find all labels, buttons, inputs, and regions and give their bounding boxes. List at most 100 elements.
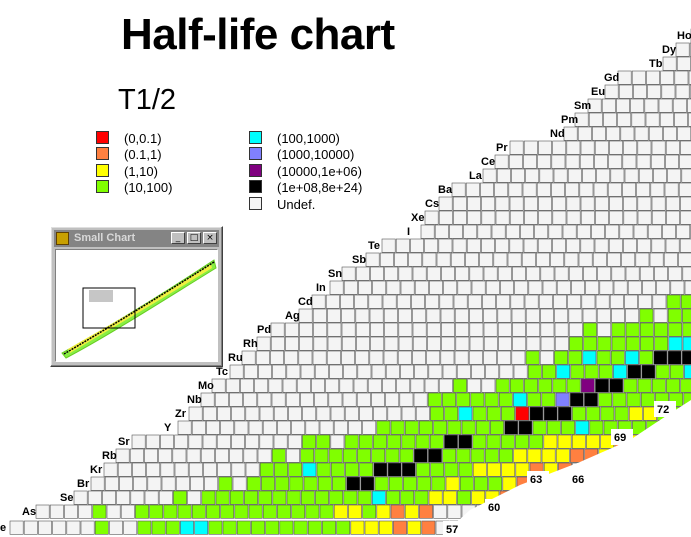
nuclide-cell <box>365 252 380 267</box>
overview-plot <box>61 259 217 359</box>
nuclide-cell <box>132 462 146 477</box>
nuclide-cell <box>412 350 426 365</box>
nuclide-cell <box>270 322 285 337</box>
nuclide-cell <box>628 406 643 421</box>
nuclide-cell <box>675 42 690 57</box>
element-label: In <box>316 282 326 294</box>
nuclide-cell <box>340 294 354 309</box>
nuclide-cell <box>357 364 372 379</box>
nuclide-cell <box>426 350 441 365</box>
nuclide-cell <box>652 294 667 309</box>
legend-swatch <box>96 131 109 144</box>
nuclide-cell <box>509 140 524 155</box>
nuclide-cell <box>481 210 496 225</box>
nuclide-cell <box>543 434 558 449</box>
nuclide-cell <box>583 322 597 337</box>
nuclide-cell <box>497 308 512 323</box>
nuclide-cell <box>204 476 219 491</box>
element-label: e <box>0 522 6 534</box>
nuclide-cell <box>158 490 173 505</box>
nuclide-cell <box>348 504 362 519</box>
nuclide-cell <box>364 520 379 535</box>
nuclide-cell <box>571 280 585 295</box>
nuclide-cell <box>579 182 594 197</box>
nuclide-cell <box>360 476 375 491</box>
nuclide-cell <box>524 210 538 225</box>
nuclide-cell <box>443 280 458 295</box>
nuclide-cell <box>371 448 386 463</box>
nuclide-cell <box>413 448 428 463</box>
nuclide-cell <box>477 224 492 239</box>
nuclide-cell <box>457 490 471 505</box>
nuclide-cell <box>484 448 499 463</box>
nuclide-cell <box>413 392 428 407</box>
nuclide-cell <box>424 378 439 393</box>
nuclide-cell <box>342 392 357 407</box>
element-label: Ag <box>285 310 300 322</box>
nuclide-cell <box>475 420 490 435</box>
nuclide-cell <box>637 378 652 393</box>
nuclide-cell <box>608 238 623 253</box>
nuclide-cell <box>567 168 582 183</box>
nuclide-cell <box>231 434 245 449</box>
nuclide-cell <box>482 168 497 183</box>
nuclide-cell <box>498 336 512 351</box>
nuclide-cell <box>356 392 371 407</box>
nuclide-cell <box>453 378 467 393</box>
nuclide-cell <box>426 308 441 323</box>
nuclide-cell <box>483 308 498 323</box>
nuclide-cell <box>526 322 541 337</box>
nuclide-cell <box>429 280 443 295</box>
nuclide-cell <box>661 84 676 99</box>
nuclide-cell <box>529 406 544 421</box>
nuclide-cell <box>243 392 258 407</box>
nuclide-cell <box>399 392 414 407</box>
nuclide-cell <box>441 266 455 281</box>
nuclide-cell <box>277 504 291 519</box>
nuclide-cell <box>539 168 554 183</box>
element-label: Sb <box>352 254 366 266</box>
nuclide-cell <box>633 84 647 99</box>
overview-stable-line <box>63 261 215 355</box>
nuclide-cell <box>368 294 383 309</box>
nuclide-cell <box>564 252 579 267</box>
nuclide-cell <box>341 308 356 323</box>
nuclide-cell <box>120 504 135 519</box>
nuclide-cell <box>341 336 356 351</box>
maximize-button[interactable]: □ <box>187 232 201 244</box>
nuclide-cell <box>428 448 442 463</box>
close-button[interactable]: × <box>203 232 217 244</box>
nuclide-cell <box>554 266 569 281</box>
nuclide-cell <box>665 238 680 253</box>
nuclide-cell <box>459 476 474 491</box>
nuclide-cell <box>236 520 251 535</box>
nuclide-cell <box>390 420 405 435</box>
element-label: Ho <box>677 30 691 42</box>
nuclide-cell <box>327 336 342 351</box>
element-label: Sn <box>328 268 342 280</box>
minimize-button[interactable]: _ <box>171 232 185 244</box>
nuclide-cell <box>404 504 419 519</box>
small-chart-window[interactable]: Small Chart _ □ × <box>50 226 223 367</box>
nuclide-cell <box>637 140 652 155</box>
nuclide-cell <box>597 266 612 281</box>
nuclide-cell <box>316 434 331 449</box>
nuclide-cell <box>330 406 345 421</box>
nuclide-cell <box>229 490 244 505</box>
nuclide-cell <box>513 448 528 463</box>
nuclide-cell <box>523 140 538 155</box>
nuclide-cell <box>630 98 645 113</box>
nuclide-cell <box>398 266 413 281</box>
small-chart-canvas[interactable] <box>55 249 218 362</box>
nuclide-cell <box>505 224 520 239</box>
nuclide-cell <box>133 476 148 491</box>
nuclide-cell <box>588 112 603 127</box>
nuclide-cell <box>527 364 542 379</box>
element-label: Tc <box>216 366 228 378</box>
window-titlebar[interactable]: Small Chart _ □ × <box>54 230 219 247</box>
element-label: Rh <box>243 338 258 350</box>
nuclide-cell <box>131 434 146 449</box>
nuclide-cell <box>684 280 691 295</box>
nuclide-cell <box>299 322 313 337</box>
nuclide-cell <box>618 84 633 99</box>
